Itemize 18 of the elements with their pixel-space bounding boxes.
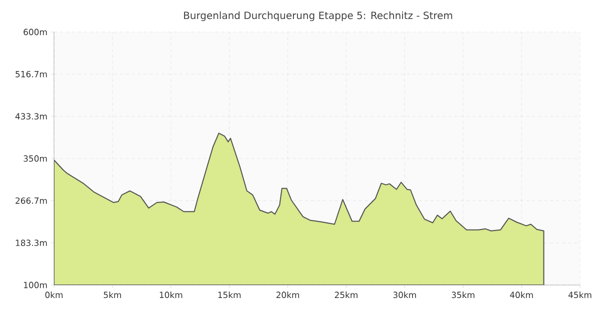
y-tick-label: 183.3m [16,240,47,246]
y-tick-label: 266.7m [16,197,47,204]
x-tick-label: 5km [104,292,121,298]
x-tick-label: 30km [393,292,416,298]
y-tick-label: 350m [24,155,47,162]
x-tick-label: 45km [568,292,592,298]
x-tick-label: 40km [510,292,533,298]
x-tick-label: 15km [218,292,241,298]
y-tick-label: 100m [24,282,47,288]
x-tick-label: 35km [452,292,474,298]
x-tick-label: 20km [276,292,300,298]
y-tick-label: 600m [24,28,47,36]
chart-title: Burgenland Durchquerung Etappe 5: Rechnitz - Strem [184,11,452,22]
y-tick-label: 516.7m [16,70,47,78]
y-tick-label: 433.3m [15,113,47,120]
x-tick-label: 10km [160,292,182,298]
x-tick-label: 0km [45,292,63,298]
x-tick-label: 25km [334,292,358,298]
